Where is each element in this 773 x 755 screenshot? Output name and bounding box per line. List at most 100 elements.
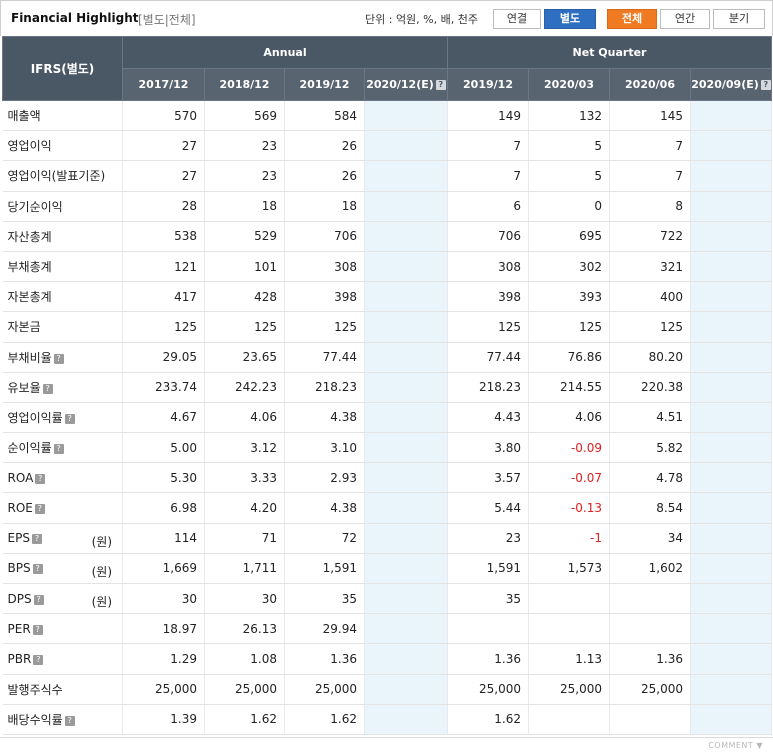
value-cell: 308 (284, 251, 365, 283)
value-cell: 35 (284, 583, 365, 615)
value-cell: 722 (609, 221, 692, 252)
period-header: 2020/06 (609, 68, 692, 101)
value-cell (364, 462, 449, 494)
row-label: PBR? (2, 643, 123, 675)
value-cell: 7 (447, 130, 530, 162)
help-icon[interactable]: ? (32, 624, 43, 635)
help-icon[interactable]: ? (64, 413, 75, 424)
value-cell: 1.62 (447, 704, 530, 735)
quarter-group-header: Net Quarter (447, 36, 773, 69)
value-cell (364, 251, 449, 283)
table-row: 매출액 570 569 584 149 132 145 (2, 100, 773, 132)
help-icon[interactable]: ? (35, 473, 46, 484)
row-label: 부채비율? (2, 342, 123, 373)
value-cell: 1.36 (447, 643, 530, 675)
row-label: DPS? (원) (2, 583, 123, 615)
value-cell: 0 (528, 191, 611, 222)
annual-group-header: Annual (121, 36, 449, 69)
value-cell (690, 221, 773, 252)
row-label: ROA? (2, 462, 123, 494)
value-cell: 1,573 (528, 553, 611, 585)
value-cell: 6.98 (122, 492, 205, 524)
value-cell: 26 (284, 130, 365, 162)
value-cell: 6 (447, 191, 530, 222)
value-cell: 706 (447, 221, 530, 252)
help-icon[interactable]: ? (64, 715, 75, 726)
row-label: 당기순이익 (2, 191, 123, 222)
value-cell: 23.65 (204, 342, 285, 373)
value-cell: 149 (447, 100, 530, 132)
help-icon[interactable]: ? (34, 504, 45, 515)
help-icon[interactable]: ? (53, 353, 64, 364)
help-icon[interactable]: ? (33, 594, 44, 605)
table-row: 부채비율? 29.05 23.65 77.44 77.44 76.86 80.20 (2, 342, 773, 373)
value-cell: 214.55 (528, 372, 611, 403)
value-cell: -0.13 (528, 492, 611, 524)
row-label: 유보율? (2, 372, 123, 403)
annual-button[interactable]: 연간 (660, 9, 710, 29)
value-cell: 26 (284, 160, 365, 192)
row-label: PER? (2, 613, 123, 645)
value-cell (690, 160, 773, 192)
value-cell: 4.06 (204, 402, 285, 434)
table-row: 순이익률? 5.00 3.12 3.10 3.80 -0.09 5.82 (2, 432, 773, 464)
comment-toggle[interactable]: COMMENT ▼ (708, 741, 763, 750)
value-cell (364, 523, 449, 554)
period-header: 2019/12 (447, 68, 530, 101)
help-icon[interactable]: ? (31, 534, 42, 545)
value-cell (690, 643, 773, 675)
value-cell: 3.33 (204, 462, 285, 494)
value-cell: 34 (609, 523, 692, 554)
value-cell: 4.43 (447, 402, 530, 434)
value-cell: 125 (204, 311, 285, 343)
value-cell: 5.00 (122, 432, 205, 464)
value-cell (528, 613, 611, 645)
value-cell: 5.44 (447, 492, 530, 524)
unit-won: (원) (91, 564, 112, 579)
help-icon[interactable]: ? (32, 564, 43, 575)
period-header: 2020/09(E)? (690, 68, 773, 101)
value-cell (364, 613, 449, 645)
row-label: 영업이익률? (2, 402, 123, 434)
help-icon[interactable]: ? (42, 383, 53, 394)
value-cell (364, 160, 449, 192)
value-cell: 132 (528, 100, 611, 132)
value-cell: 4.78 (609, 462, 692, 494)
value-cell: 1,669 (122, 553, 205, 585)
help-icon[interactable]: ? (33, 654, 44, 665)
value-cell (364, 432, 449, 464)
row-label: 발행주식수 (2, 674, 123, 705)
value-cell: 321 (609, 251, 692, 283)
table-row: DPS? (원) 30 30 35 35 (2, 583, 773, 615)
table-row: 배당수익률? 1.39 1.62 1.62 1.62 (2, 704, 773, 735)
value-cell: 5 (528, 130, 611, 162)
row-label: 배당수익률? (2, 704, 123, 735)
value-cell: 125 (528, 311, 611, 343)
consolidated-button[interactable]: 연결 (493, 9, 541, 29)
value-cell: 28 (122, 191, 205, 222)
help-icon[interactable]: ? (435, 80, 446, 90)
value-cell: 242.23 (204, 372, 285, 403)
separate-button[interactable]: 별도 (544, 9, 596, 29)
value-cell: 4.38 (284, 402, 365, 434)
value-cell (690, 251, 773, 283)
help-icon[interactable]: ? (760, 80, 771, 90)
value-cell: 35 (447, 583, 530, 615)
value-cell: 584 (284, 100, 365, 132)
value-cell: 8.54 (609, 492, 692, 524)
value-cell (364, 281, 449, 313)
value-cell (690, 311, 773, 343)
row-label: 매출액 (2, 100, 123, 132)
value-cell: 538 (122, 221, 205, 252)
help-icon[interactable]: ? (53, 444, 64, 455)
value-cell: 7 (447, 160, 530, 192)
table-row: ROA? 5.30 3.33 2.93 3.57 -0.07 4.78 (2, 462, 773, 494)
all-button[interactable]: 전체 (607, 9, 657, 29)
quarter-button[interactable]: 분기 (713, 9, 765, 29)
value-cell: 3.57 (447, 462, 530, 494)
value-cell: 26.13 (204, 613, 285, 645)
value-cell: -0.07 (528, 462, 611, 494)
value-cell: 570 (122, 100, 205, 132)
table-row: 당기순이익 28 18 18 6 0 8 (2, 191, 773, 222)
value-cell: 23 (204, 130, 285, 162)
